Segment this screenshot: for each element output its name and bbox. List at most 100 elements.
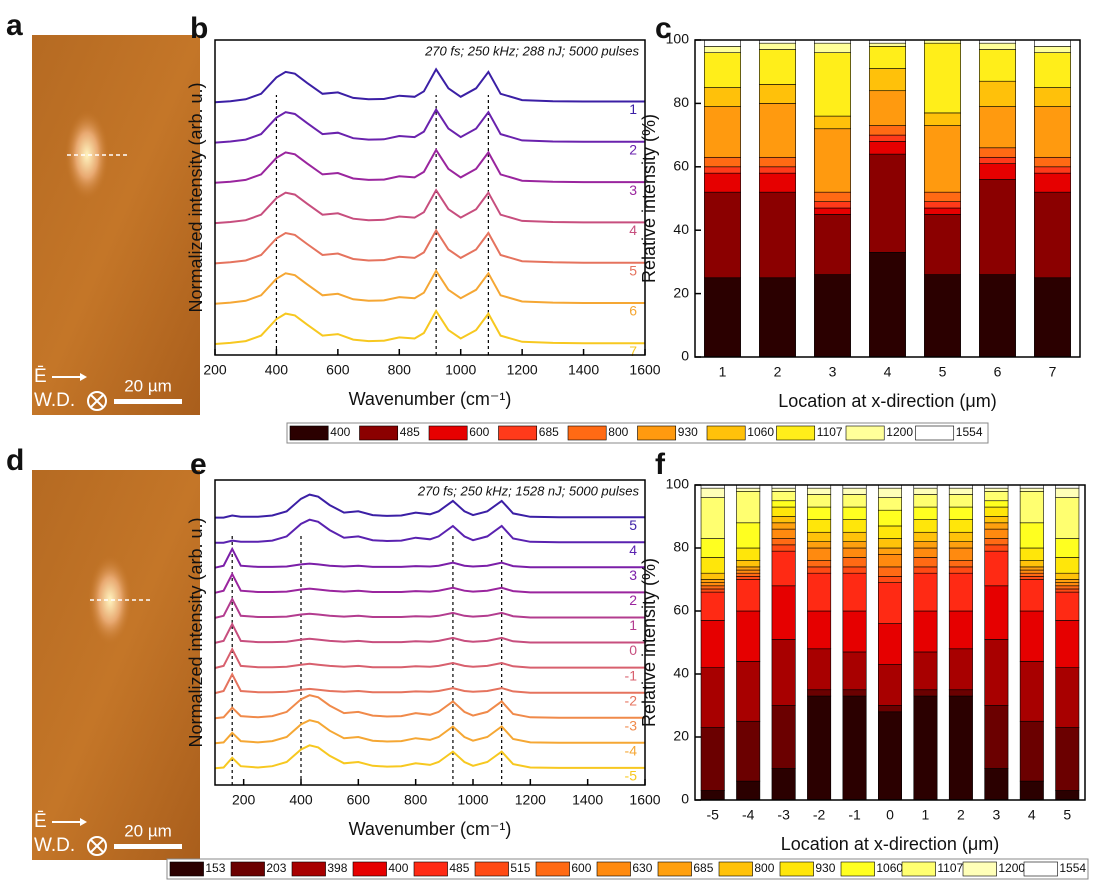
x-tick-label: 2: [957, 807, 965, 823]
y-tick-label: 60: [673, 602, 689, 618]
bar-segment: [807, 689, 832, 697]
bar-segment: [700, 620, 725, 669]
panel-label: e: [190, 448, 207, 481]
legend-label: 600: [571, 861, 591, 875]
legend-swatch: [915, 425, 955, 441]
bar-segment: [704, 172, 741, 193]
bar-segment: [948, 494, 973, 508]
x-axis-label: Wavenumber (cm⁻¹): [349, 389, 512, 409]
bar-segment: [877, 664, 902, 706]
bar-segment: [704, 106, 741, 158]
bar-segment: [979, 163, 1016, 180]
spectrum-line: [214, 268, 645, 305]
bar-segment: [736, 780, 761, 801]
bar-segment: [814, 214, 851, 275]
bar-segment: [1055, 582, 1080, 587]
series-label: -1: [625, 667, 638, 683]
bar-segment: [704, 277, 741, 358]
panel-label: a: [6, 9, 23, 42]
bar-segment: [771, 500, 796, 508]
legend-swatch: [289, 425, 329, 441]
x-tick-label: 5: [939, 364, 947, 380]
legend-label: 1107: [937, 861, 963, 875]
legend-label: 1200: [886, 425, 913, 439]
bar-segment: [924, 201, 961, 209]
y-tick-label: 0: [681, 791, 689, 807]
legend-swatch: [901, 861, 936, 877]
bar-segment: [807, 610, 832, 650]
bar-segment: [877, 538, 902, 549]
bar-segment: [1055, 727, 1080, 791]
panel-label: b: [190, 12, 208, 45]
x-tick-label: 1: [922, 807, 930, 823]
bar-segment: [984, 487, 1009, 492]
x-tick-label: -3: [777, 807, 790, 823]
bar-segment: [807, 572, 832, 612]
bar-segment: [771, 550, 796, 587]
bar-segment: [771, 768, 796, 801]
bar-segment: [814, 191, 851, 202]
series-label: 2: [629, 142, 637, 158]
bar-segment: [948, 566, 973, 574]
bar-segment: [869, 134, 906, 142]
bar-segment: [736, 547, 761, 561]
legend-label: 800: [754, 861, 774, 875]
bar-segment: [814, 128, 851, 193]
bar-segment: [1034, 172, 1071, 193]
bar-segment: [807, 547, 832, 561]
y-tick-label: 40: [673, 665, 689, 681]
y-tick-label: 100: [666, 476, 690, 492]
x-tick-label: 600: [326, 362, 350, 378]
bar-segment: [771, 490, 796, 502]
bar-segment: [913, 695, 938, 801]
bar-segment: [948, 541, 973, 549]
panel-label: d: [6, 444, 24, 477]
bar-segment: [1034, 106, 1071, 158]
legend-swatch: [657, 861, 692, 877]
into-page-symbol: [87, 836, 107, 856]
bar-segment: [913, 494, 938, 508]
bar-segment: [948, 547, 973, 561]
legend-label: 203: [266, 861, 286, 875]
y-axis-label: Normalized intensity (arb. u.): [186, 517, 206, 747]
bar-segment: [877, 487, 902, 498]
bar-segment: [842, 506, 867, 520]
arrow-head: [80, 373, 87, 381]
legend-swatch: [567, 425, 607, 441]
bar-segment: [979, 156, 1016, 164]
bar-segment: [979, 42, 1016, 50]
x-tick-label: 1: [719, 364, 727, 380]
legend-label: 800: [608, 425, 628, 439]
plot-frame: [214, 479, 646, 786]
spectrum-line: [215, 518, 645, 544]
legend-swatch: [474, 861, 509, 877]
bar-segment: [736, 522, 761, 549]
bar-segment: [877, 497, 902, 511]
field-label: Ē: [34, 811, 47, 832]
bar-segment: [759, 42, 796, 50]
bar-segment: [924, 274, 961, 358]
bar-segment: [877, 547, 902, 555]
bar-segment: [842, 541, 867, 549]
x-tick-label: 3: [829, 364, 837, 380]
legend-label: 153: [205, 861, 225, 875]
bar-segment: [984, 768, 1009, 801]
legend-label: 600: [469, 425, 489, 439]
x-tick-label: 200: [203, 362, 227, 378]
bar-segment: [807, 531, 832, 542]
subtitle: 270 fs; 250 kHz; 1528 nJ; 5000 pulses: [417, 483, 640, 498]
legend-label: 515: [510, 861, 530, 875]
bar-segment: [1055, 579, 1080, 583]
bar-segment: [1055, 790, 1080, 801]
y-tick-label: 40: [673, 221, 689, 237]
bar-segment: [1034, 191, 1071, 279]
direction-label: W.D.: [34, 390, 75, 411]
bar-segment: [704, 46, 741, 53]
bar-segment: [979, 80, 1016, 107]
bar-segment: [736, 490, 761, 524]
legend-label: 1107: [817, 425, 843, 439]
x-tick-label: 3: [992, 807, 1000, 823]
y-tick-label: 20: [673, 284, 689, 300]
legend-swatch: [498, 425, 538, 441]
bar-segment: [1019, 487, 1044, 492]
